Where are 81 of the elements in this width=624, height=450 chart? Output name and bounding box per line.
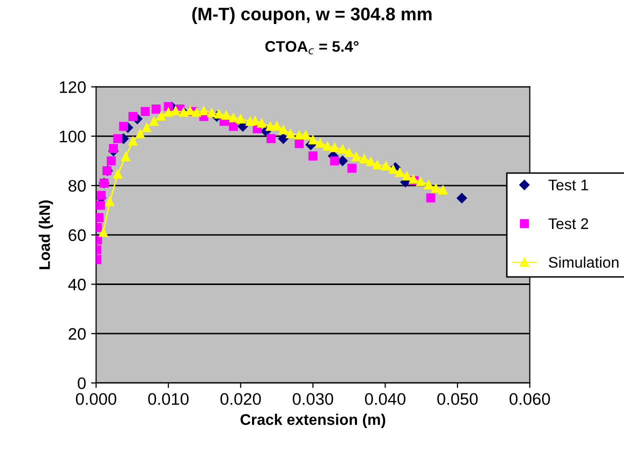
point (330, 143, 340, 152)
point (294, 139, 304, 148)
y-tick-label: 0 (78, 377, 86, 390)
x-tick-label: 0.000 (76, 393, 116, 405)
point (372, 160, 382, 170)
chart-subtitle: CTOA$_{c}$ = 5.4° (265, 41, 359, 54)
point (257, 118, 266, 128)
point (316, 138, 325, 148)
point (426, 193, 436, 202)
point (214, 109, 224, 119)
chart-title: (M-T) coupon, w = 304.8 mm (192, 7, 432, 24)
point (272, 121, 282, 130)
point (128, 112, 138, 121)
point (228, 122, 238, 131)
point (381, 161, 390, 170)
point (286, 129, 296, 138)
legend-label: Test 2 (548, 218, 588, 230)
point (98, 228, 108, 237)
y-tick-label: 20 (68, 328, 86, 340)
point (105, 197, 114, 206)
point (360, 154, 369, 164)
point (108, 144, 118, 154)
legend-label: Test 1 (548, 180, 588, 190)
y-tick-label: 100 (60, 130, 86, 142)
point (152, 104, 161, 114)
point (149, 116, 158, 126)
point (344, 148, 354, 157)
point (236, 114, 246, 124)
point (222, 110, 231, 120)
legend-label: Simulation (548, 256, 618, 268)
y-tick-label: 80 (68, 180, 86, 192)
point (113, 134, 122, 144)
y-tick-label: 120 (60, 81, 86, 94)
point (347, 164, 356, 173)
point (119, 122, 128, 131)
point (352, 152, 361, 162)
point (278, 125, 288, 134)
point (164, 108, 173, 117)
point (142, 123, 152, 132)
point (156, 111, 166, 120)
point (186, 106, 195, 116)
point (366, 157, 376, 166)
point (121, 152, 130, 162)
point (128, 136, 138, 146)
x-tick-label: 0.040 (365, 393, 406, 405)
point (330, 156, 340, 166)
point (395, 168, 404, 177)
point (199, 106, 208, 116)
point (228, 113, 238, 122)
point (308, 135, 318, 144)
point (322, 142, 332, 151)
point (136, 129, 145, 138)
point (96, 200, 105, 210)
x-tick-label: 0.030 (292, 393, 334, 405)
point (402, 171, 412, 180)
x-tick-label: 0.020 (220, 393, 261, 405)
point (388, 164, 398, 174)
point (278, 134, 288, 144)
y-axis-title: Load (kN) (38, 200, 54, 270)
point (96, 190, 106, 200)
point (438, 185, 448, 195)
point (431, 184, 440, 193)
point (266, 122, 275, 131)
x-axis-title: Crack extension (m) (240, 414, 386, 428)
point (106, 156, 116, 166)
point (416, 177, 426, 186)
x-tick-label: 0.010 (148, 393, 189, 405)
point (266, 134, 276, 144)
point (207, 108, 216, 118)
point (113, 169, 122, 178)
point (192, 108, 202, 117)
point (140, 107, 150, 116)
y-tick-label: 40 (68, 278, 86, 290)
point (424, 180, 434, 190)
point (308, 151, 318, 160)
point (338, 144, 348, 154)
point (456, 193, 467, 204)
x-tick-label: 0.050 (437, 393, 478, 405)
point (171, 106, 180, 116)
y-tick-label: 60 (68, 229, 86, 242)
x-tick-label: 0.060 (510, 393, 550, 405)
